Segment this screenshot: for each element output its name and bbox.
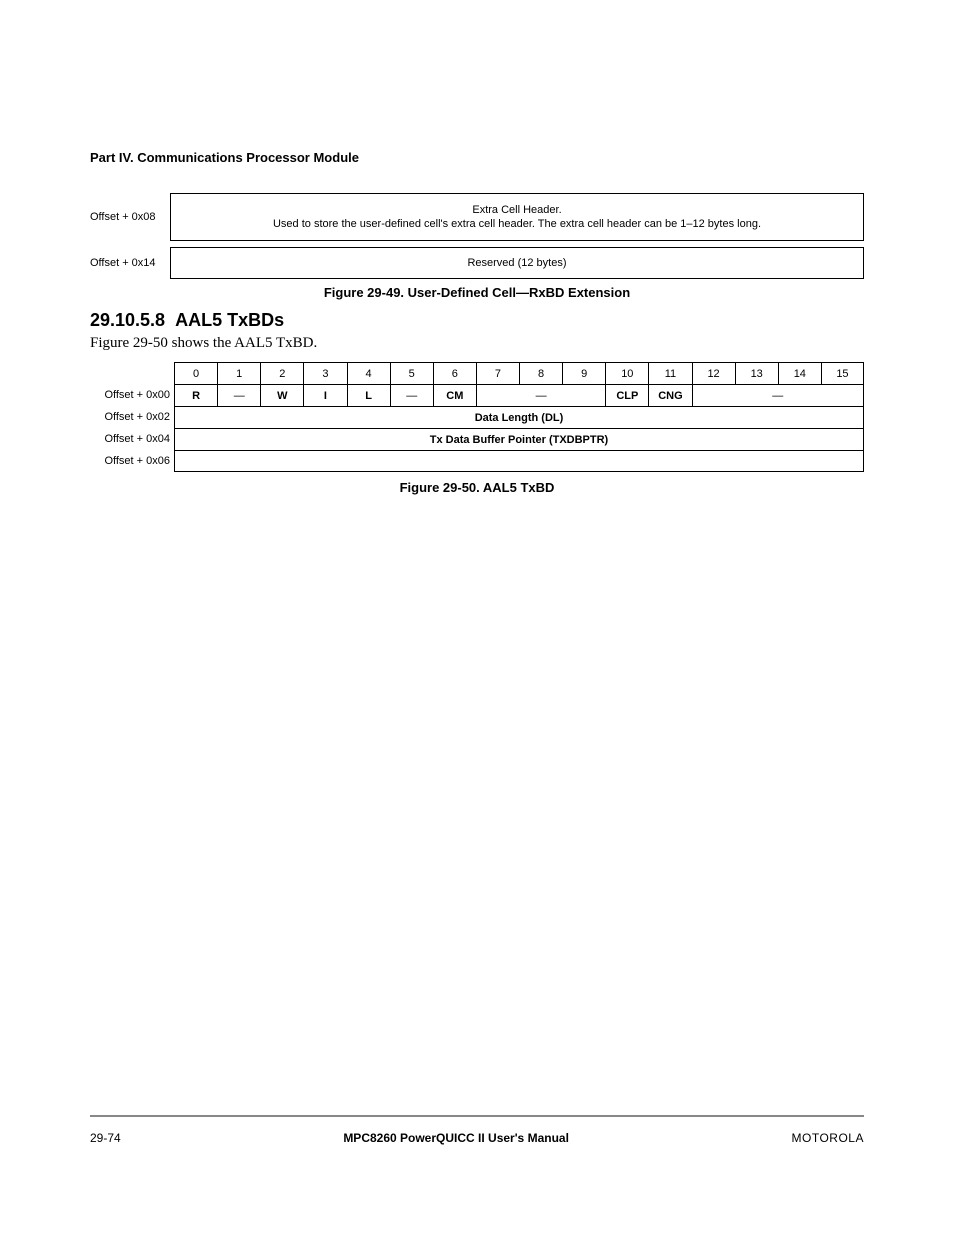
bitfield-cell: W: [260, 384, 303, 406]
bitfield-cell: CM: [433, 384, 476, 406]
bitfield-cell: —: [692, 384, 865, 406]
page-footer: 29-74 MPC8260 PowerQUICC II User's Manua…: [90, 1115, 864, 1145]
bitfield-row-0x00: Offset + 0x00 R—WIL—CM—CLPCNG—: [90, 384, 864, 406]
bitfield-bitnum: 15: [821, 362, 864, 384]
bitfield-offset-label: Offset + 0x00: [90, 384, 174, 406]
bitfield-bitnum: 5: [390, 362, 433, 384]
extension-box: Extra Cell Header. Used to store the use…: [170, 193, 864, 241]
bitfield-row-0x02: Offset + 0x02 Data Length (DL): [90, 406, 864, 428]
bitfield-bitnum: 11: [648, 362, 691, 384]
bitfield-cell: R: [174, 384, 217, 406]
footer-rule: [90, 1115, 864, 1117]
bitfield-bitnum: 9: [562, 362, 605, 384]
bitfield-bitnum: 6: [433, 362, 476, 384]
bitfield-cell: L: [347, 384, 390, 406]
bitfield-row-0x04: Offset + 0x04 Tx Data Buffer Pointer (TX…: [90, 428, 864, 450]
page-part-header: Part IV. Communications Processor Module: [90, 150, 864, 165]
bitfield-bitnum: 8: [519, 362, 562, 384]
bitfield-offset-blank: [90, 362, 174, 384]
bitfield-full-empty: [174, 450, 864, 472]
bitfield-bitnum: 4: [347, 362, 390, 384]
extension-offset-label: Offset + 0x08: [90, 193, 170, 241]
bitfield-bitnum: 14: [778, 362, 821, 384]
extension-offset-label: Offset + 0x14: [90, 247, 170, 279]
figure-caption-49: Figure 29-49. User-Defined Cell—RxBD Ext…: [90, 285, 864, 300]
bitfield-cell: CNG: [648, 384, 691, 406]
bitfield-bitnum: 0: [174, 362, 217, 384]
extension-box-title: Extra Cell Header.: [177, 204, 857, 216]
bitfield-header-row: 0123456789101112131415: [90, 362, 864, 384]
bitfield-table: 0123456789101112131415 Offset + 0x00 R—W…: [90, 362, 864, 472]
bitfield-bitnum: 1: [217, 362, 260, 384]
bitfield-bitnum: 2: [260, 362, 303, 384]
bitfield-bitnum: 12: [692, 362, 735, 384]
bitfield-bitnum: 3: [303, 362, 346, 384]
footer-vendor: MOTOROLA: [792, 1131, 864, 1145]
footer-manual-title: MPC8260 PowerQUICC II User's Manual: [343, 1131, 569, 1145]
extension-row: Offset + 0x08 Extra Cell Header. Used to…: [90, 193, 864, 241]
section-title: AAL5 TxBDs: [175, 310, 284, 330]
bitfield-offset-label: Offset + 0x04: [90, 428, 174, 450]
bitfield-cell: —: [217, 384, 260, 406]
bitfield-offset-label: Offset + 0x06: [90, 450, 174, 472]
extension-row: Offset + 0x14 Reserved (12 bytes): [90, 247, 864, 279]
footer-page-number: 29-74: [90, 1131, 121, 1145]
bitfield-row-0x06: Offset + 0x06: [90, 450, 864, 472]
section-number: 29.10.5.8: [90, 310, 165, 330]
bitfield-cell: I: [303, 384, 346, 406]
section-body-text: Figure 29-50 shows the AAL5 TxBD.: [90, 335, 864, 352]
figure-caption-50: Figure 29-50. AAL5 TxBD: [90, 480, 864, 495]
extension-box-desc: Used to store the user-defined cell's ex…: [177, 218, 857, 230]
bitfield-bitnum: 7: [476, 362, 519, 384]
bitfield-offset-label: Offset + 0x02: [90, 406, 174, 428]
bitfield-full-data-length: Data Length (DL): [174, 406, 864, 428]
bitfield-cell: —: [390, 384, 433, 406]
bitfield-cell: —: [476, 384, 605, 406]
extension-box: Reserved (12 bytes): [170, 247, 864, 279]
bitfield-full-txdbptr: Tx Data Buffer Pointer (TXDBPTR): [174, 428, 864, 450]
extension-table: Offset + 0x08 Extra Cell Header. Used to…: [90, 193, 864, 279]
bitfield-bitnum: 10: [605, 362, 648, 384]
extension-box-title: Reserved (12 bytes): [177, 257, 857, 269]
bitfield-bitnum: 13: [735, 362, 778, 384]
section-heading: 29.10.5.8 AAL5 TxBDs: [90, 310, 864, 331]
bitfield-cell: CLP: [605, 384, 648, 406]
